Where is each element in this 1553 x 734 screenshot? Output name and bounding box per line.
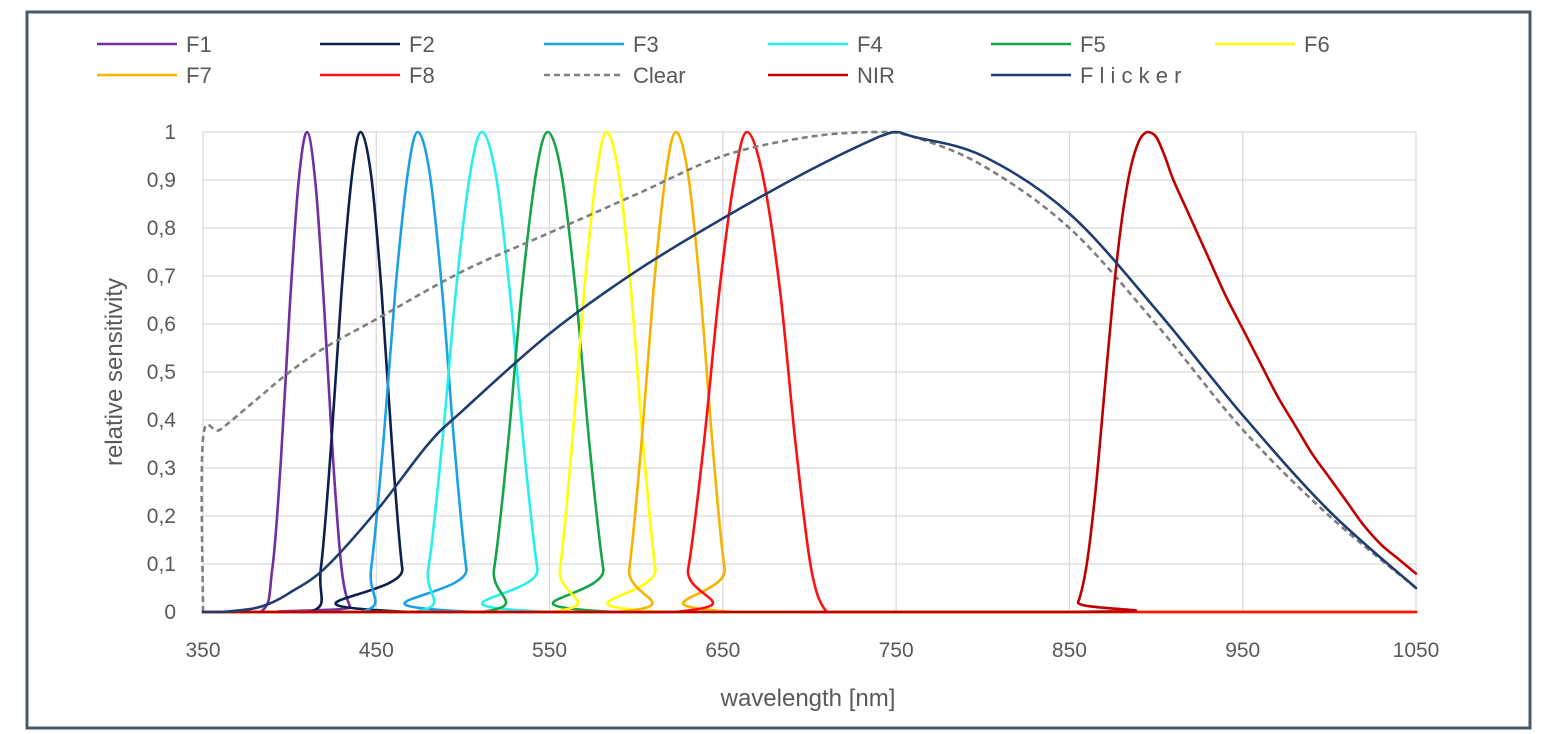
x-tick-label: 450 (359, 639, 394, 662)
y-tick-label: 0,7 (147, 265, 176, 288)
series-line-clear (200, 130, 1417, 613)
axis-ticks: 0 0,1 0,2 0,3 0,4 0,5 0,6 0,7 0,8 0,9 1 350 450 550 65… (147, 121, 1440, 662)
y-tick-label: 0,4 (147, 409, 177, 432)
legend-label: F4 (857, 32, 883, 57)
y-tick-label: 0,6 (147, 313, 176, 336)
legend-label: F l i c k e r (1080, 63, 1181, 88)
y-tick-label: 0,2 (147, 505, 176, 528)
legend-label: F6 (1304, 32, 1330, 57)
y-tick-label: 0,1 (147, 553, 176, 576)
y-tick-label: 0,3 (147, 457, 176, 480)
legend-label: F5 (1080, 32, 1106, 57)
x-tick-label: 750 (879, 639, 914, 662)
x-tick-label: 950 (1225, 639, 1260, 662)
x-axis-title: wavelength [nm] (720, 685, 896, 712)
series-line-f7 (201, 130, 1418, 614)
x-tick-label: 850 (1052, 639, 1087, 662)
plot-area (200, 130, 1418, 614)
series-line-flicker (201, 130, 1418, 614)
legend-label: F2 (409, 32, 435, 57)
legend-label: NIR (857, 63, 895, 88)
legend-label: F1 (186, 32, 212, 57)
y-tick-label: 0,9 (147, 169, 176, 192)
outer-border (25, 10, 1532, 730)
y-axis-title: relative sensitivity (101, 278, 128, 466)
x-tick-label: 350 (185, 639, 220, 662)
legend: F1 F2 F3 F4 F5 F6 F7 F8 Clear NIR F l i c k e r (97, 32, 1330, 88)
y-tick-label: 0,8 (147, 217, 176, 240)
series-line-nir (201, 130, 1418, 614)
x-tick-label: 550 (532, 639, 567, 662)
legend-label: F3 (633, 32, 659, 57)
legend-label: F8 (409, 63, 435, 88)
x-tick-label: 1050 (1393, 639, 1440, 662)
legend-label: Clear (633, 63, 686, 88)
legend-label: F7 (186, 63, 212, 88)
x-tick-label: 650 (705, 639, 740, 662)
gridlines (202, 131, 1417, 613)
y-tick-label: 0,5 (147, 361, 176, 384)
y-tick-label: 0 (164, 601, 176, 624)
y-tick-label: 1 (164, 121, 176, 144)
